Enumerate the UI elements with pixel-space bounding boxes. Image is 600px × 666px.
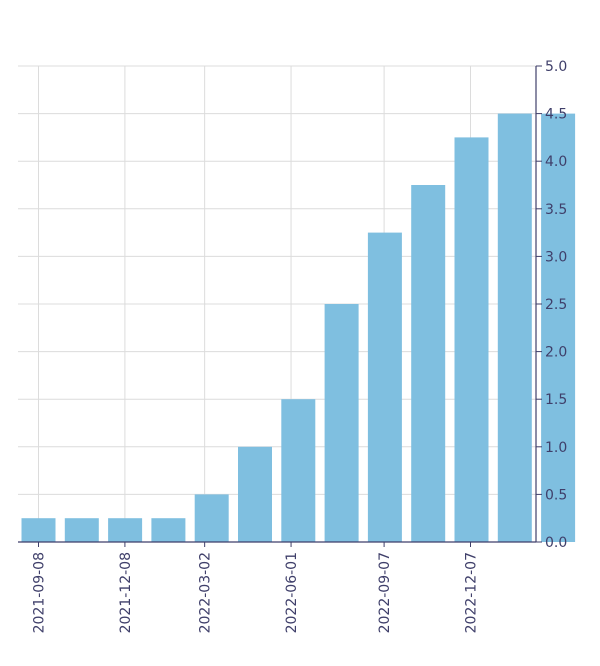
bar <box>21 518 56 542</box>
bar <box>367 232 402 542</box>
bar <box>541 113 576 542</box>
x-tick-label: 2022-12-07 <box>464 552 480 633</box>
bar <box>454 137 489 542</box>
y-tick-label: 4.5 <box>545 107 567 123</box>
x-tick-label: 2022-06-01 <box>284 552 300 633</box>
y-tick-label: 5.0 <box>545 59 567 75</box>
y-tick-label: 3.5 <box>545 202 567 218</box>
bar <box>411 185 446 542</box>
x-tick-label: 2021-09-08 <box>32 552 48 633</box>
y-tick-label: 2.0 <box>545 345 567 361</box>
y-tick-label: 0.5 <box>545 487 567 503</box>
y-tick-label: 1.0 <box>545 440 567 456</box>
bar <box>64 518 99 542</box>
y-tick-label: 3.0 <box>545 249 567 265</box>
bar <box>238 446 272 542</box>
bar <box>281 399 316 542</box>
y-tick-label: 0.0 <box>545 535 567 551</box>
y-tick-label: 2.5 <box>545 297 567 313</box>
bar <box>194 494 229 542</box>
bar <box>497 113 532 542</box>
y-tick-label: 1.5 <box>545 392 567 408</box>
x-tick-label: 2022-03-02 <box>198 552 214 633</box>
bar <box>324 304 359 542</box>
y-tick-label: 4.0 <box>545 154 567 170</box>
x-tick-label: 2022-09-07 <box>377 552 393 633</box>
bar <box>151 518 186 542</box>
axes-layer <box>18 65 542 547</box>
bars-layer <box>21 113 576 542</box>
labels-layer: 0.0 0.5 1.0 1.5 2.0 2.5 3.0 3.5 4.0 4.5 5.0 2021-09… <box>32 59 568 633</box>
bar <box>108 518 143 542</box>
x-tick-label: 2021-12-08 <box>118 552 134 633</box>
